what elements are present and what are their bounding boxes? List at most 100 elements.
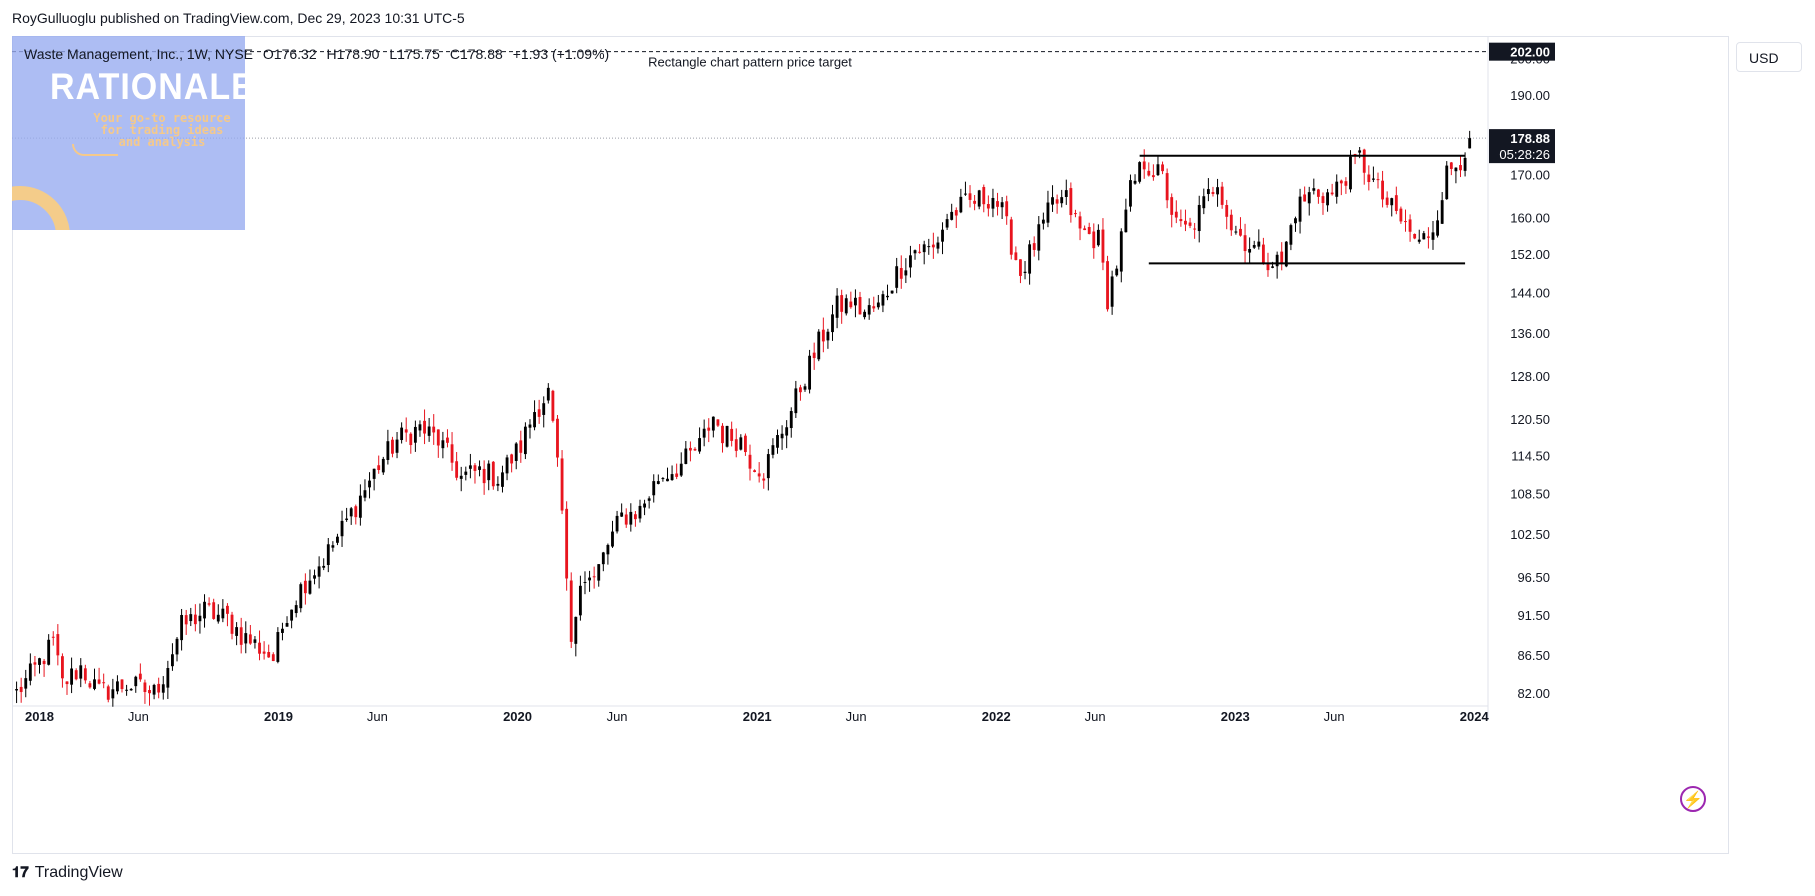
- candle-body: [1115, 268, 1119, 276]
- currency-selector[interactable]: USD: [1736, 42, 1802, 72]
- x-tick-label: 2018: [25, 709, 54, 724]
- candle-body: [216, 614, 220, 622]
- candle-body: [546, 387, 550, 401]
- candle-body: [537, 409, 541, 417]
- candle-body: [730, 428, 734, 441]
- candle-body: [633, 514, 637, 520]
- candle-body: [386, 441, 390, 460]
- candle-body: [1197, 204, 1201, 232]
- candle-body: [1257, 241, 1261, 247]
- candle-body: [1225, 205, 1229, 217]
- candle-body: [79, 665, 83, 679]
- tradingview-footer[interactable]: 𝟏𝟕 TradingView: [12, 864, 123, 882]
- candle-body: [152, 684, 156, 695]
- y-tick-label: 120.50: [1510, 412, 1550, 427]
- candle-body: [716, 419, 720, 426]
- candle-body: [1326, 192, 1329, 206]
- x-tick-label: Jun: [846, 709, 867, 724]
- candle-body: [711, 416, 715, 431]
- candle-body: [436, 429, 440, 446]
- candle-body: [1119, 231, 1123, 272]
- candle-body: [904, 270, 908, 276]
- candle-body: [1422, 233, 1426, 240]
- y-tick-label: 96.50: [1517, 570, 1550, 585]
- candle-body: [840, 295, 844, 312]
- candle-body: [299, 584, 303, 609]
- candle-body: [157, 683, 161, 693]
- candle-body: [964, 193, 967, 195]
- candle-body: [1358, 150, 1362, 153]
- candle-body: [1023, 271, 1027, 274]
- candle-body: [148, 689, 151, 694]
- candle-body: [1211, 192, 1215, 194]
- candle-body: [482, 468, 486, 484]
- candle-body: [601, 552, 605, 565]
- candle-body: [404, 429, 408, 433]
- candle-body: [1298, 196, 1302, 222]
- candle-body: [180, 614, 184, 641]
- candle-body: [1184, 220, 1187, 225]
- candle-body: [959, 196, 963, 213]
- candle-body: [510, 454, 514, 464]
- candle-body: [844, 298, 848, 314]
- candle-body: [569, 580, 573, 642]
- candle-body: [409, 433, 413, 446]
- price-chart[interactable]: Rectangle chart pattern price target 82.0…: [12, 36, 1729, 818]
- y-tick-label: 160.00: [1510, 210, 1550, 225]
- candle-body: [271, 654, 275, 662]
- candle-body: [285, 623, 289, 627]
- x-tick-label: Jun: [128, 709, 149, 724]
- candle-body: [276, 632, 280, 662]
- candle-body: [542, 403, 546, 415]
- x-tick-label: 2023: [1221, 709, 1250, 724]
- candle-body: [377, 465, 381, 471]
- candle-body: [395, 439, 399, 453]
- y-tick-label: 190.00: [1510, 88, 1550, 103]
- candle-body: [514, 443, 518, 461]
- candle-body: [1138, 162, 1142, 182]
- candle-body: [102, 682, 106, 684]
- candle-body: [322, 565, 326, 568]
- flash-icon[interactable]: ⚡: [1680, 786, 1706, 812]
- candle-body: [1316, 189, 1320, 197]
- candle-body: [368, 480, 371, 488]
- candle-body: [1303, 194, 1307, 202]
- candle-body: [1078, 216, 1082, 229]
- candle-body: [1404, 221, 1407, 223]
- candle-body: [262, 651, 266, 654]
- rationale-watermark: RATIONALE Your go-to resource for tradin…: [12, 36, 245, 230]
- candle-body: [1129, 180, 1132, 207]
- candle-body: [776, 435, 779, 448]
- candle-body: [597, 564, 601, 581]
- candle-body: [913, 250, 917, 254]
- candle-body: [890, 290, 894, 294]
- candle-body: [748, 454, 752, 469]
- candle-body: [1216, 187, 1219, 195]
- candle-body: [267, 651, 271, 658]
- candle-body: [166, 668, 170, 688]
- candle-body: [1436, 220, 1439, 236]
- candle-body: [1060, 197, 1064, 204]
- x-tick-label: 2020: [503, 709, 532, 724]
- y-tick-label: 144.00: [1510, 285, 1550, 300]
- candle-body: [1234, 231, 1238, 233]
- candle-body: [363, 490, 367, 498]
- candle-body: [459, 475, 463, 479]
- candle-body: [1087, 227, 1091, 234]
- candle-body: [560, 458, 564, 511]
- candle-body: [743, 435, 747, 453]
- price-target-annotation: Rectangle chart pattern price target: [648, 55, 852, 70]
- candle-body: [1239, 228, 1242, 236]
- candle-body: [679, 463, 683, 476]
- candle-body: [1362, 149, 1366, 173]
- candle-body: [450, 444, 454, 463]
- candle-body: [899, 267, 903, 279]
- candle-body: [886, 295, 889, 298]
- candle-body: [707, 427, 711, 431]
- candle-body: [441, 440, 445, 449]
- candle-body: [253, 639, 257, 643]
- watermark-title: RATIONALE: [50, 66, 245, 108]
- candle-body: [670, 474, 674, 481]
- candle-body: [1193, 228, 1197, 230]
- candle-body: [675, 473, 679, 477]
